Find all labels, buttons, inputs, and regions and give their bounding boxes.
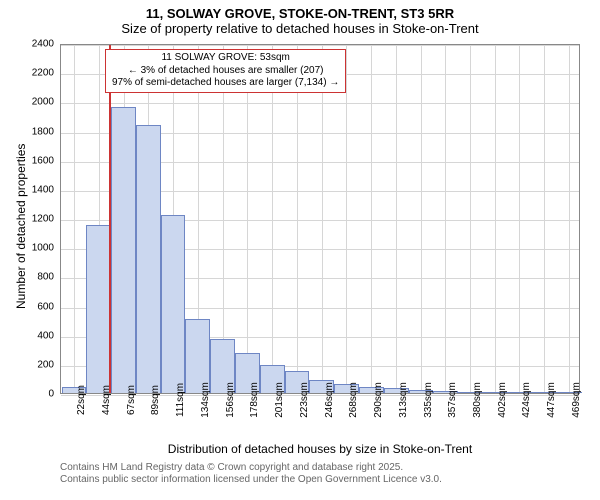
x-tick-label: 313sqm: [398, 382, 409, 418]
x-tick-label: 89sqm: [150, 385, 161, 415]
grid-line-v: [519, 45, 520, 393]
grid-line-v: [569, 45, 570, 393]
y-tick-label: 1400: [14, 184, 54, 195]
y-tick-label: 2200: [14, 68, 54, 79]
callout-line2: ← 3% of detached houses are smaller (207…: [112, 65, 339, 78]
grid-line-v: [396, 45, 397, 393]
x-tick-label: 246sqm: [324, 382, 335, 418]
grid-line-v: [346, 45, 347, 393]
x-tick-label: 335sqm: [423, 382, 434, 418]
x-tick-label: 424sqm: [521, 382, 532, 418]
y-tick-label: 2000: [14, 97, 54, 108]
y-tick-label: 200: [14, 359, 54, 370]
y-tick-label: 600: [14, 301, 54, 312]
histogram-bar: [161, 215, 186, 393]
grid-line-v: [421, 45, 422, 393]
x-tick-label: 357sqm: [447, 382, 458, 418]
y-axis-title: Number of detached properties: [14, 144, 28, 309]
y-tick-label: 400: [14, 330, 54, 341]
x-tick-label: 380sqm: [472, 382, 483, 418]
callout-line1: 11 SOLWAY GROVE: 53sqm: [112, 52, 339, 65]
x-tick-label: 44sqm: [101, 385, 112, 415]
footer-attribution: Contains HM Land Registry data © Crown c…: [60, 462, 442, 486]
footer-line1: Contains HM Land Registry data © Crown c…: [60, 462, 442, 474]
grid-line-v: [495, 45, 496, 393]
x-tick-label: 469sqm: [571, 382, 582, 418]
grid-line-v: [445, 45, 446, 393]
grid-line-v: [544, 45, 545, 393]
x-tick-label: 156sqm: [225, 382, 236, 418]
property-callout: 11 SOLWAY GROVE: 53sqm← 3% of detached h…: [105, 49, 346, 93]
grid-line-h: [61, 45, 579, 46]
grid-line-v: [247, 45, 248, 393]
x-tick-label: 178sqm: [249, 382, 260, 418]
x-tick-label: 201sqm: [274, 382, 285, 418]
grid-line-v: [272, 45, 273, 393]
grid-line-v: [322, 45, 323, 393]
grid-line-h: [61, 103, 579, 104]
x-tick-label: 268sqm: [348, 382, 359, 418]
footer-line2: Contains public sector information licen…: [60, 474, 442, 486]
x-tick-label: 223sqm: [299, 382, 310, 418]
histogram-bar: [111, 107, 136, 393]
chart-title-line1: 11, SOLWAY GROVE, STOKE-ON-TRENT, ST3 5R…: [0, 6, 600, 21]
grid-line-v: [74, 45, 75, 393]
grid-line-v: [297, 45, 298, 393]
y-tick-label: 1800: [14, 126, 54, 137]
x-tick-label: 447sqm: [546, 382, 557, 418]
histogram-bar: [136, 125, 161, 393]
y-tick-label: 1000: [14, 243, 54, 254]
title-block: 11, SOLWAY GROVE, STOKE-ON-TRENT, ST3 5R…: [0, 0, 600, 36]
y-tick-label: 2400: [14, 39, 54, 50]
x-axis-title: Distribution of detached houses by size …: [60, 442, 580, 456]
x-tick-label: 67sqm: [126, 385, 137, 415]
x-tick-label: 111sqm: [175, 383, 186, 417]
chart-title-line2: Size of property relative to detached ho…: [0, 21, 600, 36]
x-tick-label: 134sqm: [200, 382, 211, 418]
callout-line3: 97% of semi-detached houses are larger (…: [112, 77, 339, 90]
histogram-bar: [86, 225, 111, 393]
x-tick-label: 402sqm: [497, 382, 508, 418]
grid-line-v: [371, 45, 372, 393]
x-tick-label: 290sqm: [373, 382, 384, 418]
x-tick-label: 22sqm: [76, 385, 87, 415]
y-tick-label: 800: [14, 272, 54, 283]
y-tick-label: 0: [14, 389, 54, 400]
y-tick-label: 1600: [14, 155, 54, 166]
property-marker-line: [109, 45, 111, 393]
grid-line-v: [470, 45, 471, 393]
y-tick-label: 1200: [14, 214, 54, 225]
plot-area: [60, 44, 580, 394]
